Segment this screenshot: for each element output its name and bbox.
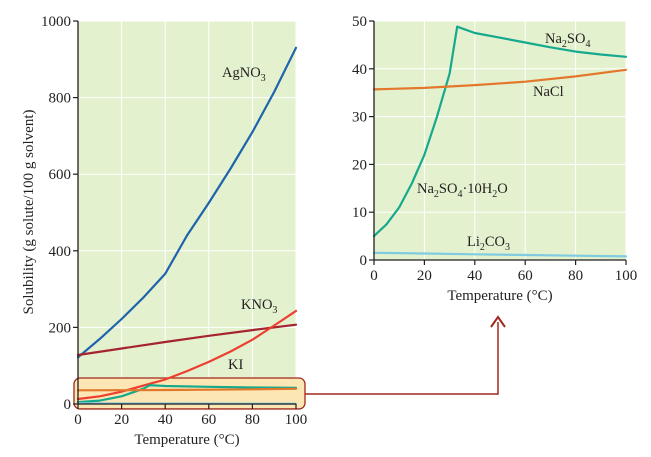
series-label-ki: KI bbox=[228, 357, 243, 373]
series-line-li2co3-right bbox=[372, 251, 628, 258]
x-tick-label: 20 bbox=[417, 268, 432, 284]
series-label-na2so4: Na2SO4·10H2O bbox=[417, 181, 508, 200]
series-label-kno3-part: 3 bbox=[272, 305, 277, 316]
series-label-na2so4: Na2SO4 bbox=[545, 31, 590, 50]
series-label-na2so4-part: 4 bbox=[457, 189, 462, 200]
right-solubility-chart: 0 20 40 60 80 100 0 10 20 30 40 50 Temperature (°C) N… bbox=[352, 14, 637, 304]
series-line-nacl-left bbox=[76, 387, 298, 392]
x-tick-label: 20 bbox=[114, 412, 129, 428]
series-label-agno3: AgNO3 bbox=[222, 65, 266, 84]
x-tick-label: 0 bbox=[370, 268, 378, 284]
x-tick-label: 80 bbox=[568, 268, 583, 284]
series-line-na2so4-left bbox=[76, 384, 298, 404]
series-label-nacl-part: NaCl bbox=[533, 84, 564, 100]
x-axis-title: Temperature (°C) bbox=[134, 432, 239, 448]
series-label-agno3-part: AgNO bbox=[222, 65, 261, 81]
x-tick-label: 60 bbox=[201, 412, 216, 428]
x-tick-label: 0 bbox=[74, 412, 82, 428]
series-label-na2so4-part: O bbox=[497, 181, 507, 197]
series-line-kno3-left bbox=[76, 323, 298, 357]
series-label-kno3: KNO3 bbox=[241, 297, 277, 316]
x-axis-title: Temperature (°C) bbox=[447, 288, 552, 304]
x-tick-label: 40 bbox=[467, 268, 482, 284]
plot-area bbox=[374, 21, 626, 260]
x-tick-label: 100 bbox=[615, 268, 638, 284]
y-tick-label: 30 bbox=[352, 110, 367, 126]
series-label-kno3-part: KNO bbox=[241, 297, 272, 313]
series-label-na2so4-part: 4 bbox=[585, 39, 590, 50]
series-label-na2so4-part: Na bbox=[417, 181, 434, 197]
y-tick-label: 600 bbox=[49, 167, 72, 183]
series-label-li2co3-part: 2 bbox=[480, 242, 485, 253]
y-tick-label: 1000 bbox=[41, 14, 71, 30]
series-label-li2co3-part: Li bbox=[467, 234, 480, 250]
y-tick-label: 800 bbox=[49, 91, 72, 107]
y-tick-label: 50 bbox=[352, 14, 367, 30]
series-line-nacl-right bbox=[372, 68, 628, 91]
y-tick-label: 20 bbox=[352, 157, 367, 173]
series-label-na2so4-part: ·10H bbox=[462, 181, 492, 197]
x-tick-label: 60 bbox=[518, 268, 533, 284]
series-line-ki-left bbox=[76, 309, 298, 401]
y-tick-label: 40 bbox=[352, 62, 367, 78]
connector-line bbox=[305, 322, 499, 395]
series-label-na2so4-part: 2 bbox=[492, 189, 497, 200]
y-tick-label: 10 bbox=[352, 205, 367, 221]
series-label-na2so4-part: 2 bbox=[562, 39, 567, 50]
series-label-na2so4-part: SO bbox=[439, 181, 458, 197]
series-label-nacl: NaCl bbox=[533, 84, 564, 100]
series-line-na2so4-right bbox=[372, 25, 459, 238]
x-tick-label: 100 bbox=[285, 412, 308, 428]
y-tick-label: 0 bbox=[64, 397, 72, 413]
series-line-na2so4-right bbox=[456, 25, 628, 58]
series-label-li2co3-part: 3 bbox=[505, 242, 510, 253]
series-label-na2so4-part: SO bbox=[567, 31, 586, 47]
y-tick-label: 400 bbox=[49, 244, 72, 260]
series-label-agno3-part: 3 bbox=[261, 73, 266, 84]
series-label-li2co3: Li2CO3 bbox=[467, 234, 510, 253]
series-line-agno3-left bbox=[76, 46, 298, 359]
x-tick-label: 80 bbox=[245, 412, 260, 428]
plot-area bbox=[78, 21, 296, 404]
series-label-na2so4-part: 2 bbox=[434, 189, 439, 200]
y-axis-title: Solubility (g solute/100 g solvent) bbox=[21, 109, 37, 314]
x-tick-label: 40 bbox=[158, 412, 173, 428]
connector-arrow bbox=[305, 315, 506, 395]
y-tick-label: 200 bbox=[49, 320, 72, 336]
series-label-na2so4-part: Na bbox=[545, 31, 562, 47]
left-solubility-chart: 0 20 40 60 80 10002004006008001000Temperature… bbox=[21, 14, 307, 448]
series-label-ki-part: KI bbox=[228, 357, 243, 373]
y-tick-label: 0 bbox=[360, 253, 368, 269]
series-label-li2co3-part: CO bbox=[485, 234, 505, 250]
arrow-up-icon bbox=[490, 315, 506, 328]
